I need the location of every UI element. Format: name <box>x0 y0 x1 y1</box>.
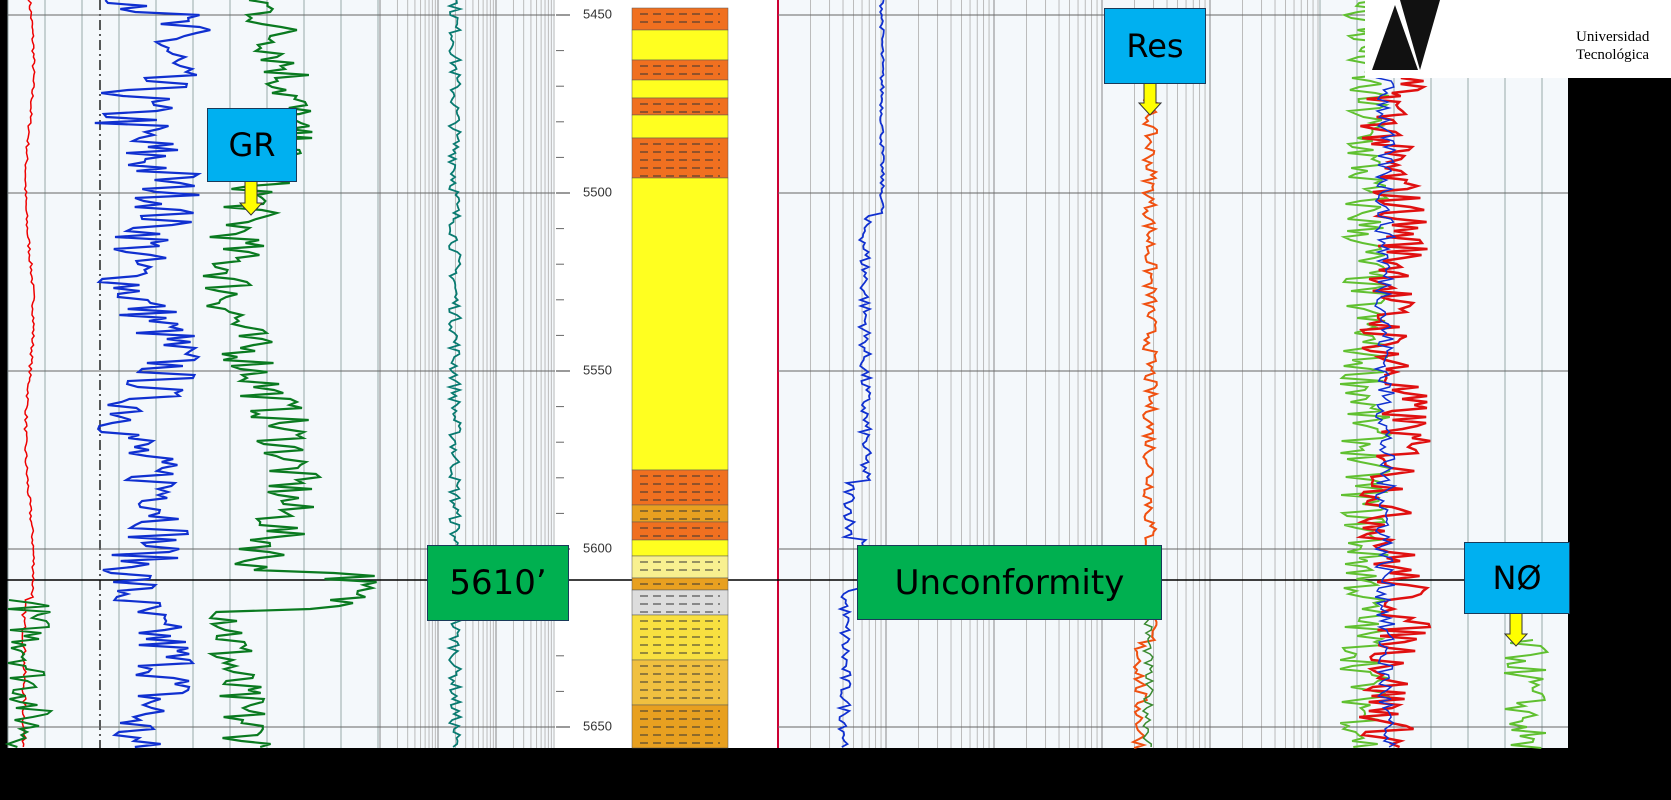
track <box>778 0 1015 748</box>
arrow <box>1137 81 1163 116</box>
lithology <box>631 114 729 139</box>
blue-curve <box>94 0 211 749</box>
res-green <box>1141 599 1155 748</box>
lithology <box>631 29 729 61</box>
track <box>380 0 555 748</box>
depth-tick-label: 5600 <box>583 540 612 555</box>
lithology <box>631 177 729 471</box>
lithology <box>631 137 729 179</box>
gr-callout: GR <box>207 108 297 182</box>
depth-tick-label: 5650 <box>583 718 612 733</box>
lithology <box>631 589 729 616</box>
logo-text: Tecnológica <box>1576 47 1650 63</box>
logo-text: Universidad <box>1576 29 1650 45</box>
logo: Universidad Tecnológica <box>1570 0 1671 78</box>
lithology <box>631 7 729 31</box>
unconformity-label: Unconformity <box>857 545 1162 620</box>
teal-curve <box>445 0 464 748</box>
green-low <box>4 599 54 748</box>
n-green-low <box>1503 639 1550 749</box>
depth-tick-label: 5450 <box>583 6 612 21</box>
lithology <box>631 555 729 579</box>
depth-tick-label: 5500 <box>583 184 612 199</box>
arrow <box>238 179 264 216</box>
n-blue <box>1372 0 1398 748</box>
res-orange <box>1130 99 1161 749</box>
lithology <box>631 521 729 541</box>
lithology <box>631 79 729 99</box>
depth-tick-label: 5550 <box>583 362 612 377</box>
gr-curve <box>202 0 377 749</box>
res-callout: Res <box>1104 8 1206 84</box>
sp-curve <box>20 0 36 748</box>
logo-eagle <box>1372 0 1440 70</box>
neutron-callout: NØ <box>1464 542 1570 614</box>
lithology <box>631 539 729 557</box>
arrow <box>1503 611 1529 647</box>
res-blue <box>836 0 886 748</box>
lithology <box>631 59 729 81</box>
n-red <box>1355 0 1432 749</box>
depth-marker: 5610’ <box>427 545 569 621</box>
